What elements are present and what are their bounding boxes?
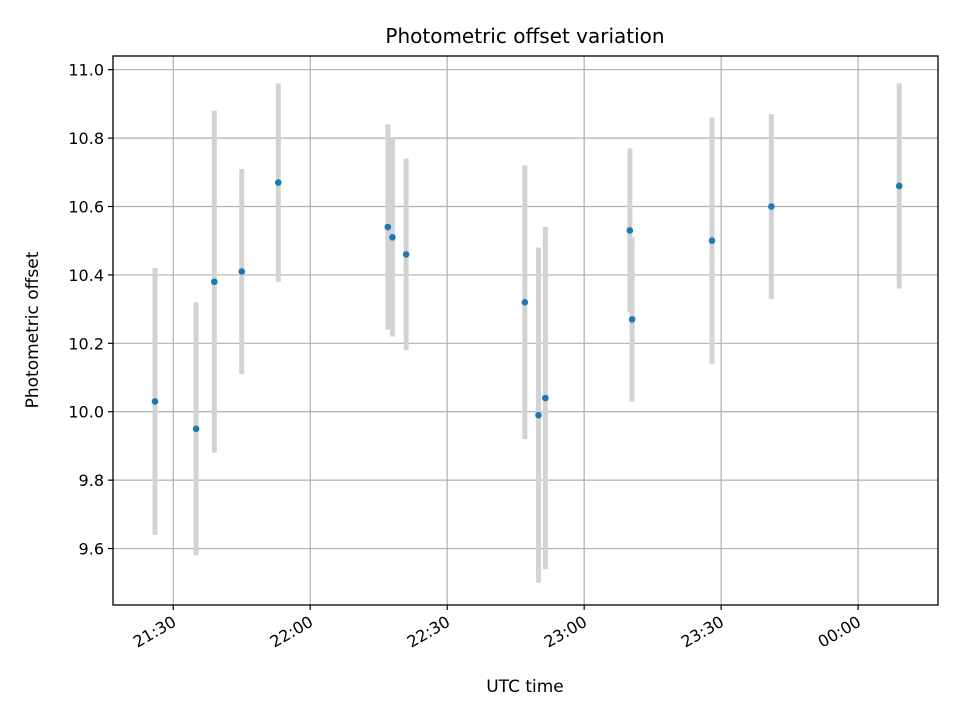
- y-tick-label: 9.6: [79, 540, 104, 559]
- y-axis-label: Photometric offset: [23, 251, 43, 408]
- data-point: [274, 179, 282, 186]
- data-point: [151, 398, 159, 405]
- y-tick-label: 10.4: [68, 266, 104, 285]
- data-point: [535, 411, 542, 419]
- data-point: [238, 268, 246, 275]
- y-tick-label: 10.2: [68, 334, 104, 353]
- y-tick-label: 11.0: [68, 61, 104, 80]
- data-point: [389, 233, 396, 241]
- data-point: [384, 223, 392, 231]
- y-tick-label: 10.0: [68, 403, 104, 422]
- y-tick-label: 9.8: [79, 471, 104, 490]
- data-point: [628, 316, 636, 323]
- data-point: [192, 425, 200, 433]
- data-point: [542, 394, 549, 402]
- y-tick-label: 10.8: [68, 129, 104, 148]
- y-axis-ticks: 9.6 9.8 10.0 10.2 10.4 10.6 10.8 11.0: [68, 61, 113, 559]
- data-point: [521, 298, 529, 306]
- data-point: [211, 278, 218, 286]
- chart-title: Photometric offset variation: [385, 24, 664, 48]
- data-point: [626, 227, 634, 234]
- y-tick-label: 10.6: [68, 198, 104, 217]
- data-point: [768, 203, 775, 210]
- data-point: [708, 237, 716, 245]
- grid-lines: [113, 56, 938, 605]
- x-axis-label: UTC time: [486, 677, 564, 697]
- data-point: [895, 182, 903, 190]
- data-point: [402, 251, 410, 258]
- data-points: [151, 179, 903, 433]
- plot-frame: [112, 55, 939, 606]
